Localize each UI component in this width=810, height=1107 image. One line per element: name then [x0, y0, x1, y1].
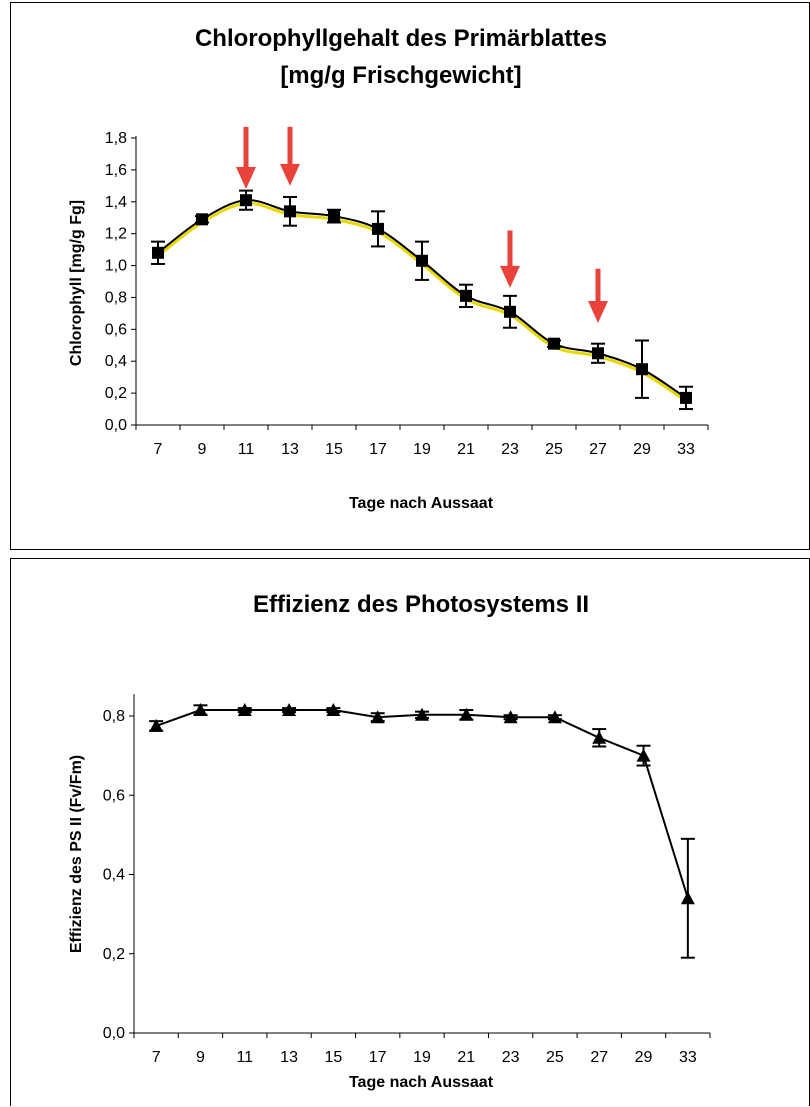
y-tick-label: 0,4	[105, 353, 127, 370]
y-tick-label: 0,6	[105, 321, 127, 338]
data-point	[237, 703, 252, 717]
arrow-head	[236, 167, 256, 190]
x-tick-label: 9	[198, 441, 207, 458]
chart-subtitle: [mg/g Frischgewicht]	[280, 62, 521, 89]
y-tick-label: 0,0	[103, 1025, 125, 1042]
data-point	[196, 213, 208, 226]
red-arrow	[280, 126, 300, 186]
data-point	[284, 205, 296, 218]
red-arrow	[500, 230, 520, 288]
data-point	[415, 707, 429, 721]
plot-area: 0,0 0,2 0,4 0,6 0,8 7 9 11 13 15 17 19 21 23 25 27 29 33	[103, 694, 711, 1066]
x-tick-label: 17	[369, 441, 387, 458]
data-point	[328, 210, 340, 223]
x-tick-label: 11	[236, 1049, 253, 1066]
psii-efficiency-chart-panel: Effizienz des Photosystems II Tage nach …	[10, 558, 810, 1106]
y-tick-label: 1,0	[105, 258, 127, 275]
data-point	[149, 718, 164, 732]
chart-title: Effizienz des Photosystems II	[253, 591, 589, 618]
x-tick-label: 19	[413, 441, 431, 458]
data-point	[460, 289, 472, 302]
x-tick-label: 21	[457, 1049, 475, 1066]
x-tick-label: 23	[502, 1049, 520, 1066]
arrow-head	[588, 300, 608, 323]
red-arrow	[588, 268, 608, 323]
data-point	[459, 707, 474, 721]
x-tick-label: 17	[369, 1049, 387, 1066]
chlorophyll-chart-panel: Chlorophyllgehalt des Primärblattes [mg/…	[10, 2, 810, 550]
x-tick-label: 27	[590, 1049, 608, 1066]
y-axis-label: Chlorophyll [mg/g Fg]	[68, 200, 85, 366]
data-point	[503, 710, 518, 724]
x-tick-label: 33	[677, 441, 695, 458]
x-tick-label: 29	[635, 1049, 653, 1066]
data-point	[592, 347, 604, 360]
x-tick-label: 21	[457, 441, 475, 458]
psii-efficiency-chart: Effizienz des Photosystems II Tage nach …	[68, 591, 711, 1091]
data-point	[548, 337, 560, 350]
y-tick-label: 1,8	[105, 130, 127, 147]
x-tick-label: 15	[324, 1049, 342, 1066]
data-point	[370, 710, 385, 724]
x-tick-label: 27	[589, 441, 607, 458]
x-tick-label: 9	[196, 1049, 205, 1066]
x-tick-label: 13	[280, 1049, 298, 1066]
x-tick-label: 23	[501, 441, 519, 458]
data-point	[636, 748, 651, 762]
data-point	[326, 703, 341, 717]
chlorophyll-chart: Chlorophyllgehalt des Primärblattes [mg/…	[68, 25, 709, 512]
data-point	[282, 703, 297, 717]
data-point	[240, 194, 252, 207]
y-tick-label: 0,0	[105, 417, 127, 434]
data-point	[372, 222, 384, 235]
x-tick-label: 29	[633, 441, 651, 458]
data-point	[416, 254, 428, 267]
arrow-head	[280, 163, 300, 186]
data-point	[547, 710, 562, 724]
x-tick-label: 11	[238, 441, 255, 458]
y-tick-label: 1,6	[105, 162, 127, 179]
series-0	[149, 703, 695, 959]
data-point	[680, 891, 695, 905]
y-tick-label: 0,2	[105, 385, 127, 402]
x-tick-label: 25	[545, 441, 563, 458]
y-tick-label: 0,8	[105, 289, 127, 306]
x-tick-label: 19	[413, 1049, 431, 1066]
x-tick-label: 25	[546, 1049, 564, 1066]
data-point	[152, 246, 164, 259]
y-tick-label: 0,2	[103, 946, 125, 963]
y-tick-label: 0,4	[103, 867, 125, 884]
data-point	[680, 391, 692, 404]
chart-title: Chlorophyllgehalt des Primärblattes	[195, 25, 607, 52]
x-tick-label: 33	[679, 1049, 697, 1066]
arrow-head	[500, 265, 520, 288]
x-tick-label: 7	[152, 1049, 161, 1066]
data-point	[504, 305, 516, 318]
y-tick-label: 1,4	[105, 194, 127, 211]
data-point	[636, 363, 648, 376]
x-tick-label: 7	[154, 441, 163, 458]
y-tick-label: 0,8	[103, 708, 125, 725]
x-axis-label: Tage nach Aussaat	[349, 495, 494, 512]
series-line	[157, 199, 687, 399]
series-0	[151, 189, 693, 411]
plot-area: 0,0 0,2 0,4 0,6 0,8 1,0 1,2 1,4 1,6 1,8 7 9 11 13 15 17…	[105, 126, 709, 458]
y-tick-label: 0,6	[103, 787, 125, 804]
x-axis-label: Tage nach Aussaat	[349, 1074, 494, 1091]
x-tick-label: 13	[281, 441, 299, 458]
red-arrow	[236, 126, 256, 190]
x-tick-label: 15	[325, 441, 343, 458]
y-axis-label: Effizienz des PS II (Fv/Fm)	[68, 755, 85, 953]
series-line	[155, 709, 689, 899]
data-point	[193, 703, 208, 717]
y-tick-label: 1,2	[105, 226, 127, 243]
data-point	[592, 730, 607, 744]
